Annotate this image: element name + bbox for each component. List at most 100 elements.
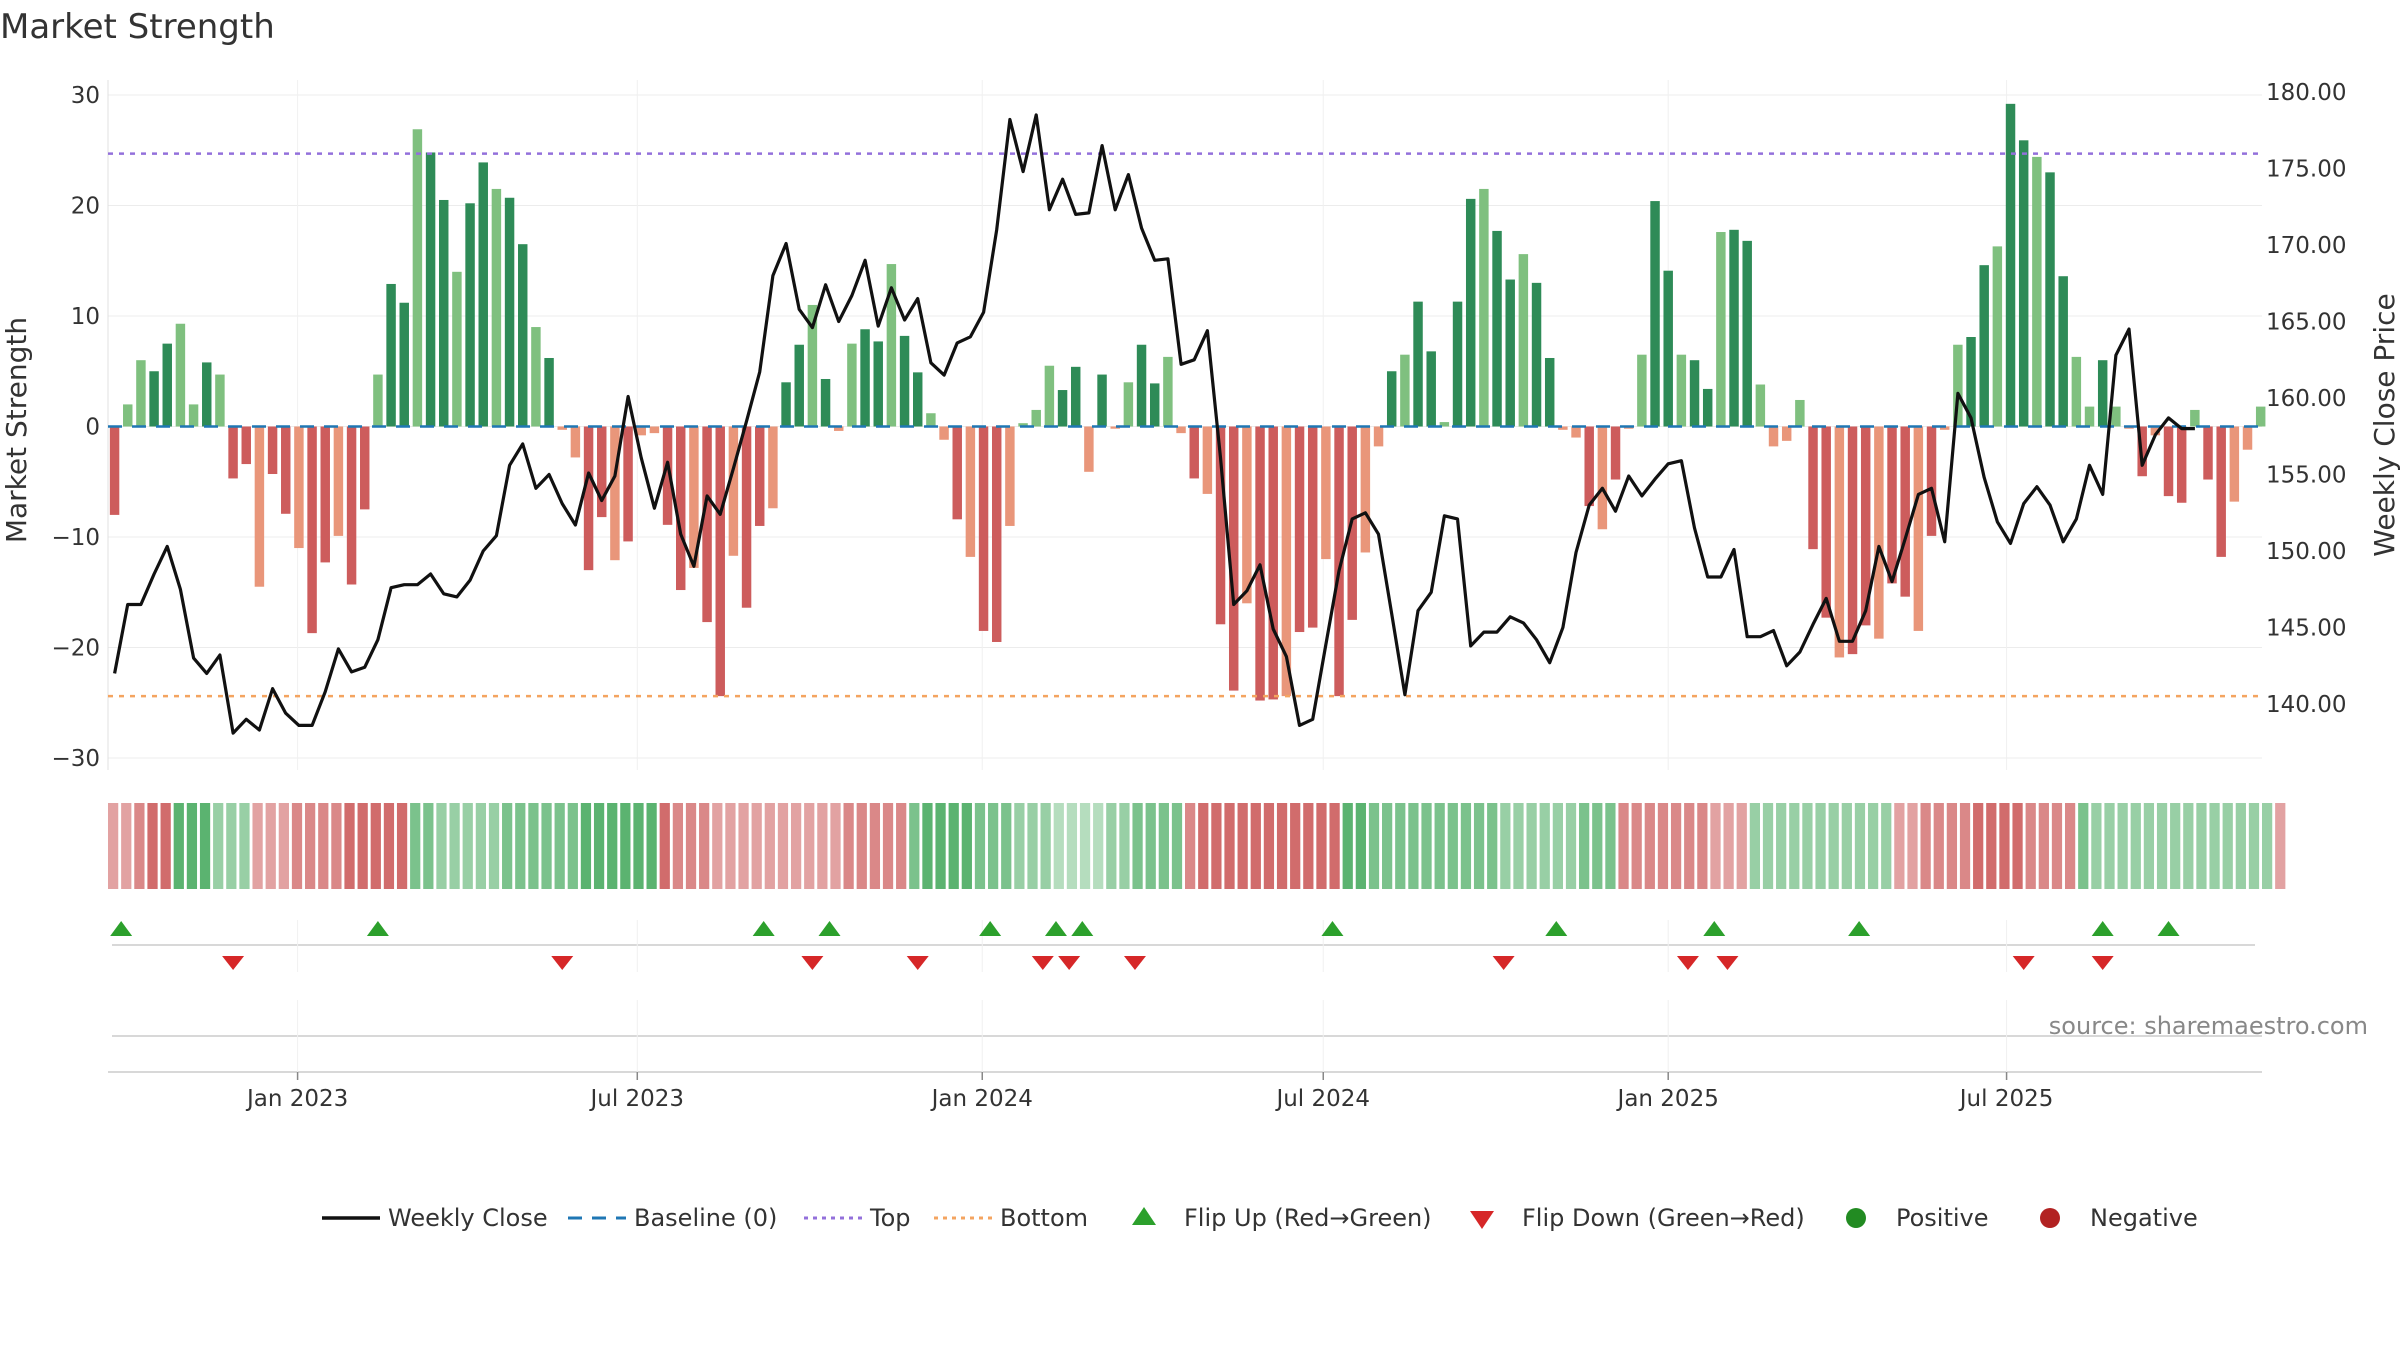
strength-bar bbox=[939, 426, 949, 440]
y2-tick-label-4: 160.00 bbox=[2266, 386, 2346, 412]
flip-down-marker bbox=[2012, 956, 2035, 970]
band-cell bbox=[449, 803, 460, 889]
band-cell bbox=[1500, 803, 1511, 889]
band-cell bbox=[2143, 803, 2155, 889]
strength-bar bbox=[1847, 426, 1858, 655]
band-cell bbox=[305, 803, 316, 889]
legend-label-negative: Negative bbox=[2090, 1204, 2198, 1232]
strength-bar bbox=[136, 360, 146, 427]
band-cell bbox=[1552, 803, 1563, 889]
source-note: source: sharemaestro.com bbox=[2049, 1012, 2368, 1040]
band-cell bbox=[1053, 803, 1064, 889]
flip-up-marker bbox=[1071, 921, 1094, 936]
y2-tick-label-0: 180.00 bbox=[2266, 80, 2346, 106]
strength-bar bbox=[2150, 426, 2161, 436]
strength-bar bbox=[162, 343, 172, 427]
flip-up-marker bbox=[1848, 921, 1871, 936]
band-cell bbox=[2209, 803, 2220, 889]
strength-bar bbox=[2163, 426, 2174, 497]
strength-bar bbox=[307, 426, 317, 634]
strength-bar bbox=[1874, 426, 1884, 639]
strength-bar bbox=[702, 426, 712, 623]
band-cell bbox=[1933, 803, 1944, 889]
band-cell bbox=[1907, 803, 1918, 889]
strength-bar bbox=[149, 371, 159, 427]
strength-bar bbox=[676, 426, 686, 591]
strength-bar bbox=[1887, 426, 1897, 584]
right-axis-ticks: 180.00 175.00 170.00 165.00 160.00 155.00 150.… bbox=[2266, 80, 2346, 718]
strength-bar bbox=[913, 372, 923, 427]
flip-down-marker bbox=[551, 956, 574, 970]
legend-label-top: Top bbox=[869, 1204, 911, 1232]
band-cell bbox=[2091, 803, 2102, 889]
band-cell bbox=[318, 803, 329, 889]
band-cell bbox=[2078, 803, 2089, 889]
strength-bar bbox=[715, 426, 725, 697]
strength-bar bbox=[2071, 356, 2082, 427]
band-cell bbox=[1959, 803, 1971, 889]
band-cell bbox=[396, 803, 408, 889]
band-cell bbox=[265, 803, 276, 889]
legend-label-line: Weekly Close bbox=[388, 1204, 548, 1232]
band-cell bbox=[1697, 803, 1708, 889]
strength-bar bbox=[1492, 230, 1502, 427]
strength-bar bbox=[847, 343, 857, 427]
strength-bar bbox=[1966, 337, 1976, 427]
flip-down-marker bbox=[222, 956, 245, 970]
strength-bar bbox=[623, 426, 633, 542]
y2-tick-label-2: 170.00 bbox=[2266, 233, 2346, 259]
band-cell bbox=[1473, 803, 1485, 889]
band-cell bbox=[2183, 803, 2194, 889]
strength-bar bbox=[1439, 422, 1450, 427]
band-cell bbox=[1290, 803, 1301, 889]
band-cell bbox=[1434, 803, 1445, 889]
strength-bar bbox=[1860, 426, 1871, 626]
strength-bar bbox=[1953, 344, 1963, 427]
strength-bar bbox=[1136, 344, 1147, 427]
y2-tick-label-8: 140.00 bbox=[2266, 692, 2346, 718]
flip-down-marker bbox=[1716, 956, 1739, 970]
strength-heat-band bbox=[108, 803, 2286, 889]
strength-bar bbox=[254, 426, 265, 587]
strength-bar bbox=[1808, 426, 1818, 550]
y-tick-label-6: −30 bbox=[51, 746, 100, 772]
band-cell bbox=[974, 803, 986, 889]
strength-bar bbox=[241, 426, 251, 465]
band-cell bbox=[2262, 803, 2273, 889]
band-cell bbox=[291, 803, 303, 889]
band-cell bbox=[423, 803, 434, 889]
band-cell bbox=[502, 803, 513, 889]
band-cell bbox=[672, 803, 684, 889]
strength-bar bbox=[1018, 423, 1028, 427]
strength-bar bbox=[755, 426, 765, 526]
y2-tick-label-6: 150.00 bbox=[2266, 539, 2346, 565]
strength-bar bbox=[373, 374, 383, 427]
band-cell bbox=[1027, 803, 1038, 889]
strength-bar bbox=[886, 264, 897, 427]
band-cell bbox=[1237, 803, 1248, 889]
flip-down-marker bbox=[801, 956, 824, 970]
y2-tick-label-3: 165.00 bbox=[2266, 310, 2346, 336]
band-cell bbox=[2130, 803, 2141, 889]
strength-bar bbox=[768, 426, 778, 509]
strength-bar bbox=[1215, 426, 1226, 625]
strength-bar bbox=[834, 426, 844, 431]
band-cell bbox=[685, 803, 697, 889]
strength-bar bbox=[518, 244, 528, 427]
strength-bar bbox=[1070, 366, 1081, 427]
band-cell bbox=[2038, 803, 2049, 889]
band-cell bbox=[213, 803, 224, 889]
strength-bar bbox=[570, 426, 581, 458]
band-cell bbox=[738, 803, 749, 889]
strength-bar bbox=[1465, 198, 1476, 427]
band-cell bbox=[134, 803, 145, 889]
band-cell bbox=[790, 803, 802, 889]
strength-bar bbox=[1979, 265, 1989, 427]
strength-bar bbox=[320, 426, 330, 563]
band-cell bbox=[1986, 803, 1997, 889]
y-tick-label-4: −10 bbox=[51, 525, 100, 551]
strength-bar bbox=[557, 426, 567, 430]
band-cell bbox=[1106, 803, 1117, 889]
strength-bar bbox=[1992, 246, 2003, 427]
weekly-close-line bbox=[113, 113, 2195, 735]
